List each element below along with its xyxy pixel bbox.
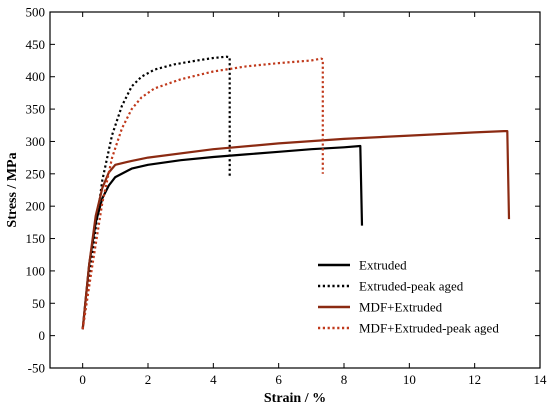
axes-group: 0 2 4 6 8 10 12 14 -50 0 50 100 150 200 250 300 350 400 45… — [26, 5, 548, 388]
legend: Extruded Extruded-peak aged MDF+Extruded MD… — [318, 258, 499, 336]
series-group — [81, 55, 511, 330]
x-tick-label: 12 — [468, 372, 481, 387]
legend-label-mdf-extruded: MDF+Extruded — [359, 300, 443, 315]
y-axis-label: Stress / MPa — [5, 152, 20, 227]
legend-label-extruded-peak-aged: Extruded-peak aged — [359, 279, 464, 294]
y-tick-label: 500 — [26, 5, 46, 20]
series-line-extruded — [81, 144, 364, 330]
y-tick-label: 50 — [32, 296, 45, 311]
series-line-extruded-peak-aged — [81, 55, 231, 330]
y-tick-label: 250 — [26, 166, 46, 181]
x-tick-label: 10 — [403, 372, 416, 387]
series-line-mdf-extruded-peak-aged — [81, 57, 324, 330]
x-axis-label: Strain / % — [264, 391, 326, 406]
y-tick-label: 450 — [26, 37, 46, 52]
legend-label-mdf-extruded-peak-aged: MDF+Extruded-peak aged — [359, 321, 499, 336]
y-tick-label: 350 — [26, 102, 46, 117]
y-tick-label: 100 — [26, 263, 46, 278]
y-tick-label: -50 — [28, 361, 45, 376]
y-tick-label: 200 — [26, 199, 46, 214]
legend-label-extruded: Extruded — [359, 258, 407, 273]
x-tick-label: 14 — [534, 372, 548, 387]
y-tick-label: 0 — [39, 328, 46, 343]
y-tick-label: 300 — [26, 134, 46, 149]
plot-frame — [49, 11, 541, 369]
y-tick-label: 150 — [26, 231, 46, 246]
x-tick-label: 8 — [341, 372, 348, 387]
x-tick-label: 4 — [210, 372, 217, 387]
series-line-mdf-extruded — [81, 130, 511, 330]
x-tick-label: 6 — [275, 372, 282, 387]
y-tick-label: 400 — [26, 69, 46, 84]
x-tick-label: 2 — [145, 372, 152, 387]
x-tick-label: 0 — [79, 372, 86, 387]
